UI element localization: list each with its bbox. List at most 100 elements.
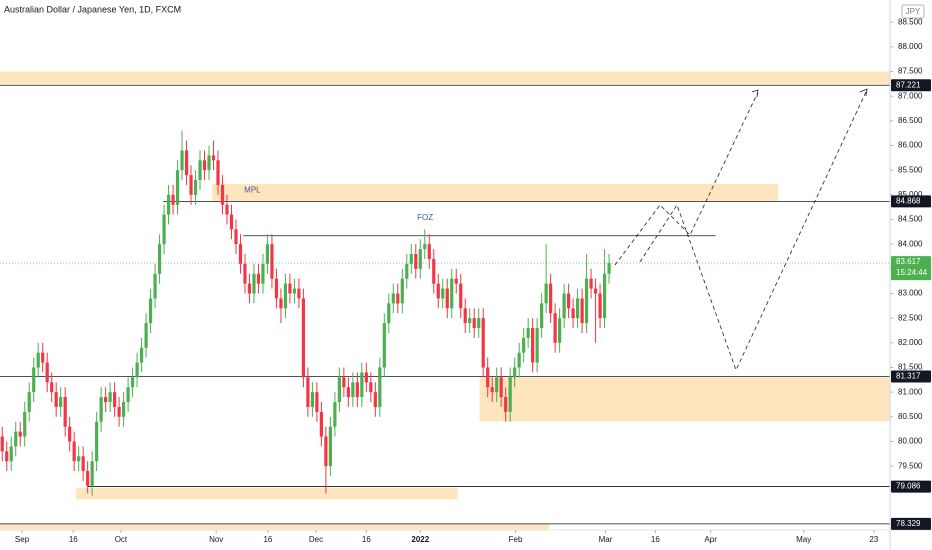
candle-body xyxy=(211,155,216,161)
price-label: 83.617 xyxy=(896,257,921,266)
candle-body xyxy=(319,411,323,437)
projection-paths xyxy=(614,88,868,372)
level-label: 87.221 xyxy=(896,80,921,89)
level-label: 79.086 xyxy=(896,482,921,491)
x-tick-label: Dec xyxy=(309,535,323,544)
candle-body xyxy=(369,382,373,393)
candle-body xyxy=(95,421,99,462)
candle-body xyxy=(99,397,103,422)
candle-body xyxy=(216,160,220,185)
candle-body xyxy=(256,273,261,284)
y-tick-label: 79.500 xyxy=(898,461,923,470)
candle-body xyxy=(396,293,400,304)
candle-body xyxy=(544,283,548,304)
candle-body xyxy=(567,293,571,309)
candle-body xyxy=(5,451,9,462)
candle-body xyxy=(593,288,598,294)
y-tick-label: 86.500 xyxy=(898,116,923,125)
candle-body xyxy=(436,283,440,299)
candle-body xyxy=(36,352,40,368)
candle-body xyxy=(351,382,355,398)
candle-body xyxy=(355,382,359,398)
y-tick-label: 84.500 xyxy=(898,215,923,224)
candle-body xyxy=(247,283,252,294)
x-tick-label: Feb xyxy=(509,535,523,544)
y-tick-label: 88.000 xyxy=(898,42,923,51)
candle-body xyxy=(490,387,494,393)
level-label: 78.329 xyxy=(896,519,921,528)
candle-body xyxy=(373,392,377,407)
candle-body xyxy=(391,293,395,304)
candle-body xyxy=(486,367,490,388)
candle-body xyxy=(423,244,427,250)
level-label: 81.317 xyxy=(896,372,921,381)
candle-body xyxy=(270,244,274,279)
candle-body xyxy=(526,328,530,338)
y-tick-label: 84.000 xyxy=(898,239,923,248)
zone-label: MPL xyxy=(244,185,261,194)
candle-body xyxy=(360,372,364,398)
candle-body xyxy=(535,328,539,363)
candle-body xyxy=(315,392,319,412)
y-tick-label: 86.000 xyxy=(898,141,923,150)
candle-body xyxy=(584,278,589,324)
y-tick-label: 82.500 xyxy=(898,313,923,322)
candle-body xyxy=(576,298,580,319)
candle-body xyxy=(27,392,31,412)
candle-body xyxy=(126,387,130,403)
candle-body xyxy=(310,392,314,407)
candle-body xyxy=(18,431,22,437)
candle-body xyxy=(202,160,207,171)
y-tick-label: 85.500 xyxy=(898,165,923,174)
candle-body xyxy=(122,402,126,417)
candle-body xyxy=(517,352,521,368)
x-tick-label: 16 xyxy=(651,535,660,544)
candle-body xyxy=(468,318,472,324)
level-tag xyxy=(891,517,931,530)
candle-body xyxy=(234,229,238,245)
level-tag xyxy=(891,79,931,92)
candle-body xyxy=(166,194,171,215)
candle-body xyxy=(265,244,270,264)
candle-body xyxy=(86,471,90,486)
zone xyxy=(212,183,779,201)
candle-body xyxy=(454,278,458,284)
candle-body xyxy=(378,367,382,407)
candle-body xyxy=(580,298,584,324)
price-tag xyxy=(891,256,931,281)
candle-body xyxy=(427,244,431,259)
candle-body xyxy=(607,263,611,274)
x-tick-label: Apr xyxy=(704,535,717,544)
candle-body xyxy=(220,184,225,205)
candle-body xyxy=(553,313,557,343)
candle-body xyxy=(463,308,467,324)
candle-body xyxy=(63,397,67,427)
candle-body xyxy=(45,362,49,383)
candle-body xyxy=(346,387,350,398)
candle-body xyxy=(288,283,292,294)
candle-body xyxy=(9,446,13,462)
candle-body xyxy=(193,180,198,195)
candle-body xyxy=(139,347,144,363)
candle-body xyxy=(279,298,283,309)
candle-body xyxy=(90,461,94,486)
candle-body xyxy=(81,456,85,472)
projection-path xyxy=(614,91,759,266)
zone xyxy=(75,487,458,500)
candle-body xyxy=(104,397,108,403)
candle-body xyxy=(405,263,409,279)
candle-body xyxy=(283,283,288,309)
y-tick-label: 87.000 xyxy=(898,91,923,100)
x-tick-label: 16 xyxy=(263,535,272,544)
candle-body xyxy=(549,283,553,314)
candle-body xyxy=(0,436,4,452)
candle-body xyxy=(333,402,337,427)
candle-body xyxy=(504,397,508,412)
candle-body xyxy=(513,367,517,378)
candle-body xyxy=(238,244,243,264)
candle-body xyxy=(481,318,485,368)
currency: JPY xyxy=(906,7,921,16)
y-tick-label: 80.500 xyxy=(898,412,923,421)
x-tick-label: Nov xyxy=(209,535,223,544)
